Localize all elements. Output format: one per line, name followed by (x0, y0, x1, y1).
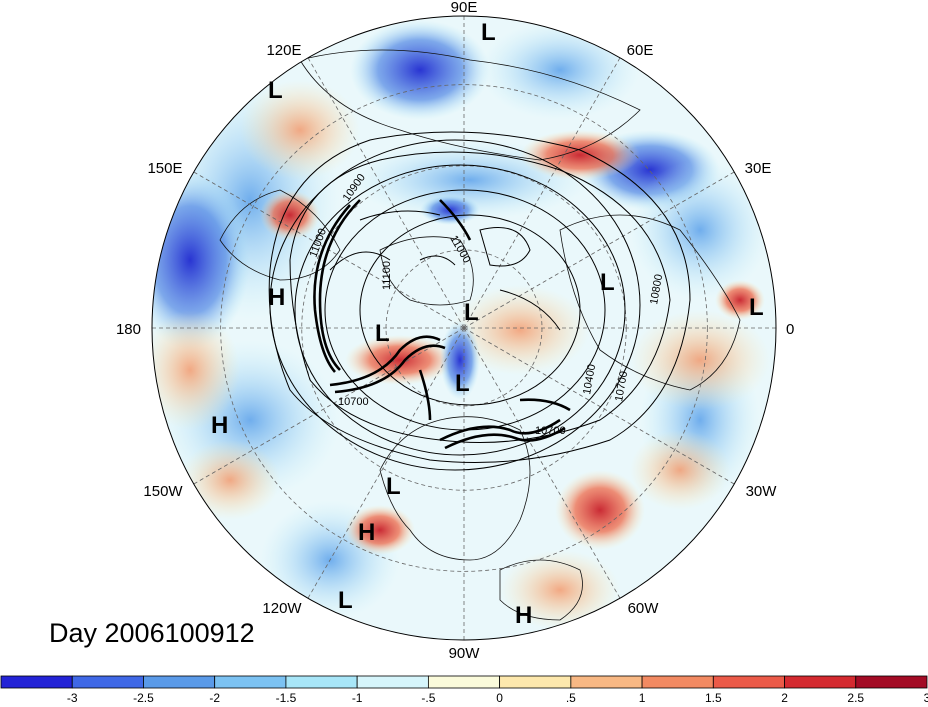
meridian-line (463, 327, 621, 599)
lon-label-120e: 120E (266, 42, 301, 59)
lon-label-60e: 60E (627, 42, 654, 59)
colorbar-tick-label: 2.5 (847, 691, 864, 702)
lon-label-0: 0 (786, 321, 794, 338)
height-contours (268, 131, 691, 471)
lon-label-90w: 90W (449, 645, 481, 662)
colorbar-tick-label: .5 (566, 691, 576, 702)
low-pressure-center: L (386, 473, 401, 500)
colorbar-tick-label: -1.5 (276, 691, 297, 702)
lon-label-150e: 150E (147, 160, 182, 177)
meridian-line (463, 57, 621, 329)
colorbar-tick-label: 3 (924, 691, 928, 702)
high-pressure-center: H (268, 284, 285, 311)
low-pressure-center: L (600, 269, 615, 296)
lon-label-60w: 60W (628, 600, 660, 617)
colorbar: -3 -2.5 -2 -1.5 -1 -.5 0 .5 1 1.5 2 2.5 3 (0, 675, 928, 705)
meridian-line (463, 327, 735, 485)
low-pressure-center: L (749, 294, 764, 321)
colorbar-box (285, 675, 358, 689)
colorbar-box (641, 675, 714, 689)
colorbar-tick-label: -2 (209, 691, 220, 702)
low-pressure-center: L (481, 19, 496, 46)
colorbar-tick-label: 1 (639, 691, 646, 702)
colorbar-tick-label: 2 (781, 691, 788, 702)
low-pressure-center: L (464, 299, 479, 326)
colorbar-tick-label: 1.5 (705, 691, 722, 702)
high-pressure-center: H (515, 602, 532, 629)
colorbar-tick-label: -2.5 (133, 691, 154, 702)
colorbar-box (499, 675, 572, 689)
colorbar-box (712, 675, 785, 689)
latitude-circle (220, 84, 708, 572)
meridian-line (307, 327, 465, 599)
lon-label-150w: 150W (143, 483, 183, 500)
meridian-line (307, 57, 465, 329)
colorbar-tick-label: 0 (496, 691, 503, 702)
colorbar-tick-label: -1 (352, 691, 363, 702)
colorbar-box (214, 675, 287, 689)
colorbar-box (855, 675, 928, 689)
day-label: Day 2006100912 (49, 618, 255, 648)
colorbar-box (784, 675, 857, 689)
longitude-labels: 90E 60E 30E 0 30W 60W 90W 120W 150W 180 … (116, 0, 794, 662)
colorbar-tick-label: -.5 (421, 691, 435, 702)
contour-label: 10400 (581, 363, 598, 395)
anomaly-shading (152, 16, 776, 640)
coastlines (219, 49, 741, 621)
colorbar-box (570, 675, 643, 689)
contour-label: 10700 (338, 396, 369, 408)
lon-label-120w: 120W (262, 600, 302, 617)
colorbar-box (356, 675, 429, 689)
lon-label-30w: 30W (746, 483, 778, 500)
lon-label-30e: 30E (745, 160, 772, 177)
contour-label: 10800 (648, 273, 665, 305)
contour-label: 10700 (535, 425, 566, 437)
lon-label-90e: 90E (451, 0, 478, 16)
meridian-line (193, 327, 465, 485)
colorbar-box (427, 675, 501, 689)
low-pressure-center: L (268, 77, 283, 104)
high-pressure-center: H (211, 412, 228, 439)
low-pressure-center: L (455, 370, 470, 397)
low-pressure-center: L (338, 587, 353, 614)
colorbar-box (0, 675, 73, 689)
high-pressure-center: H (358, 519, 375, 546)
colorbar-box (143, 675, 216, 689)
colorbar-tick-label: -3 (67, 691, 78, 702)
map-boundary (151, 15, 777, 641)
lon-label-180: 180 (116, 321, 141, 338)
contour-label: 11100 (381, 261, 393, 290)
jet-streaks (313, 199, 571, 450)
meridian-line (463, 171, 735, 329)
graticule (152, 16, 776, 640)
contour-label: 10700 (613, 370, 630, 402)
colorbar-box (71, 675, 144, 689)
low-pressure-center: L (375, 320, 390, 347)
